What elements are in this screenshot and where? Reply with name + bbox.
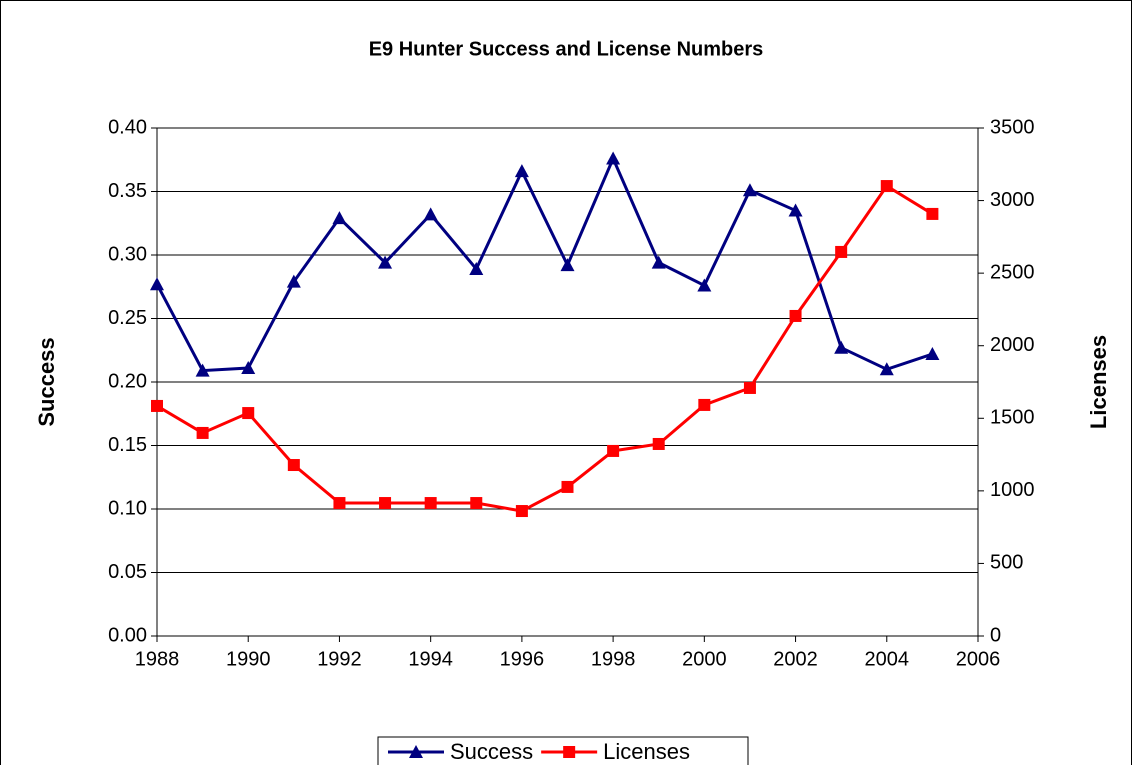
legend: Success Licenses bbox=[377, 736, 749, 765]
marker bbox=[424, 497, 437, 510]
series-line bbox=[156, 184, 934, 513]
marker bbox=[286, 274, 301, 288]
marker bbox=[379, 497, 392, 510]
marker bbox=[788, 203, 803, 217]
marker bbox=[835, 245, 848, 258]
marker bbox=[563, 746, 576, 758]
y-tick-label: 0.10 bbox=[108, 497, 147, 519]
marker bbox=[151, 399, 163, 412]
x-tick-label: 1988 bbox=[135, 648, 180, 670]
x-tick-label: 1992 bbox=[317, 648, 362, 670]
marker bbox=[880, 180, 893, 193]
marker bbox=[561, 480, 574, 493]
marker bbox=[469, 261, 484, 275]
y-axis-label: Success bbox=[34, 337, 59, 426]
marker bbox=[196, 426, 209, 439]
legend-label: Success bbox=[450, 739, 533, 764]
x-tick-label: 2002 bbox=[773, 648, 818, 670]
marker bbox=[698, 398, 711, 411]
y-tick-label: 0.30 bbox=[108, 243, 147, 265]
marker bbox=[423, 207, 438, 221]
marker bbox=[743, 381, 756, 394]
y2-tick-label: 500 bbox=[990, 552, 1023, 574]
marker bbox=[514, 164, 529, 178]
x-tick-label: 1996 bbox=[500, 648, 545, 670]
y-tick-label: 0.35 bbox=[108, 180, 147, 202]
marker bbox=[333, 497, 346, 510]
marker bbox=[651, 255, 666, 269]
marker bbox=[789, 309, 802, 322]
marker bbox=[607, 444, 620, 457]
x-tick-label: 2000 bbox=[682, 648, 727, 670]
marker bbox=[742, 183, 757, 197]
legend-label: Licenses bbox=[603, 739, 690, 764]
marker bbox=[242, 407, 255, 420]
marker bbox=[606, 151, 621, 165]
marker bbox=[926, 207, 939, 220]
marker bbox=[697, 278, 712, 292]
y2-tick-label: 2000 bbox=[990, 334, 1035, 356]
y2-axis-label: Licenses bbox=[1086, 335, 1111, 429]
x-tick-label: 2004 bbox=[865, 648, 910, 670]
marker bbox=[879, 362, 894, 376]
marker bbox=[470, 497, 483, 510]
marker bbox=[195, 363, 210, 377]
marker bbox=[150, 277, 164, 291]
chart-title: E9 Hunter Success and License Numbers bbox=[369, 38, 764, 60]
y-tick-label: 0.15 bbox=[108, 434, 147, 456]
y2-tick-label: 3000 bbox=[990, 189, 1035, 211]
marker bbox=[409, 745, 423, 758]
y2-tick-label: 3500 bbox=[990, 116, 1035, 138]
series-line bbox=[155, 154, 933, 373]
marker bbox=[241, 361, 256, 375]
y2-tick-label: 2500 bbox=[990, 261, 1035, 283]
y-tick-label: 0.40 bbox=[108, 116, 147, 138]
x-tick-label: 1994 bbox=[408, 648, 453, 670]
x-tick-label: 2006 bbox=[956, 648, 1001, 670]
y-tick-label: 0.00 bbox=[108, 624, 147, 646]
y-tick-label: 0.05 bbox=[108, 561, 147, 583]
x-tick-label: 1990 bbox=[226, 648, 271, 670]
y2-tick-label: 1000 bbox=[990, 479, 1035, 501]
x-tick-label: 1998 bbox=[591, 648, 636, 670]
y-tick-label: 0.25 bbox=[108, 307, 147, 329]
marker bbox=[515, 505, 528, 518]
marker bbox=[834, 340, 849, 354]
marker bbox=[332, 211, 347, 225]
marker bbox=[560, 258, 575, 272]
marker bbox=[925, 347, 940, 361]
marker bbox=[652, 437, 665, 450]
y2-tick-label: 1500 bbox=[990, 407, 1035, 429]
marker bbox=[287, 459, 300, 472]
y2-tick-label: 0 bbox=[990, 624, 1001, 646]
y-tick-label: 0.20 bbox=[108, 370, 147, 392]
marker bbox=[378, 255, 393, 269]
